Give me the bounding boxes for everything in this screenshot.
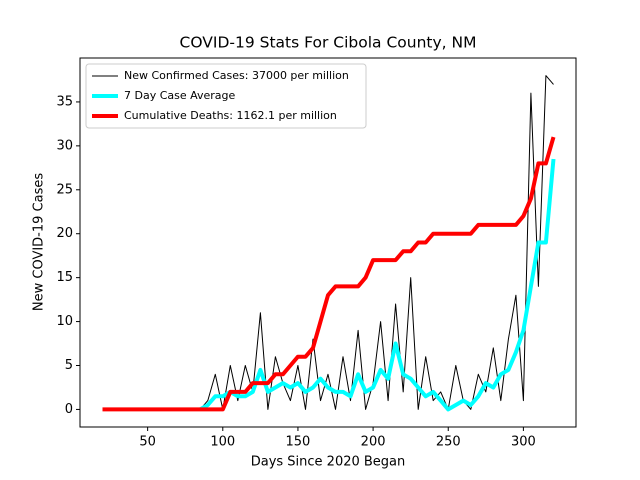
y-tick-label: 5 [65,358,73,373]
series-line [102,136,556,412]
y-tick-label: 0 [65,402,73,417]
x-tick-label: 150 [286,435,311,450]
y-tick-label: 10 [56,314,73,329]
legend-box [85,63,367,129]
y-tick-label: 25 [56,182,73,197]
legend-label: New Confirmed Cases: 37000 per million [124,69,349,82]
y-tick-label: 20 [56,226,73,241]
legend-label: Cumulative Deaths: 1162.1 per million [124,109,337,122]
y-tick-label: 35 [56,94,73,109]
y-axis-label: New COVID-19 Cases [32,173,47,311]
x-axis-label: Days Since 2020 Began [251,455,406,470]
x-tick-label: 300 [511,435,536,450]
x-tick-label: 50 [139,435,156,450]
series-line [199,158,556,412]
y-tick-label: 15 [56,270,73,285]
axes-frame [79,57,577,428]
x-tick-label: 200 [361,435,386,450]
chart-title: COVID-19 Stats For Cibola County, NM [180,34,477,52]
x-tick-label: 250 [436,435,461,450]
legend-label: 7 Day Case Average [124,89,236,102]
series-line [199,75,554,410]
x-tick-label: 100 [210,435,235,450]
y-tick-label: 30 [56,138,73,153]
plot-area [102,75,556,412]
